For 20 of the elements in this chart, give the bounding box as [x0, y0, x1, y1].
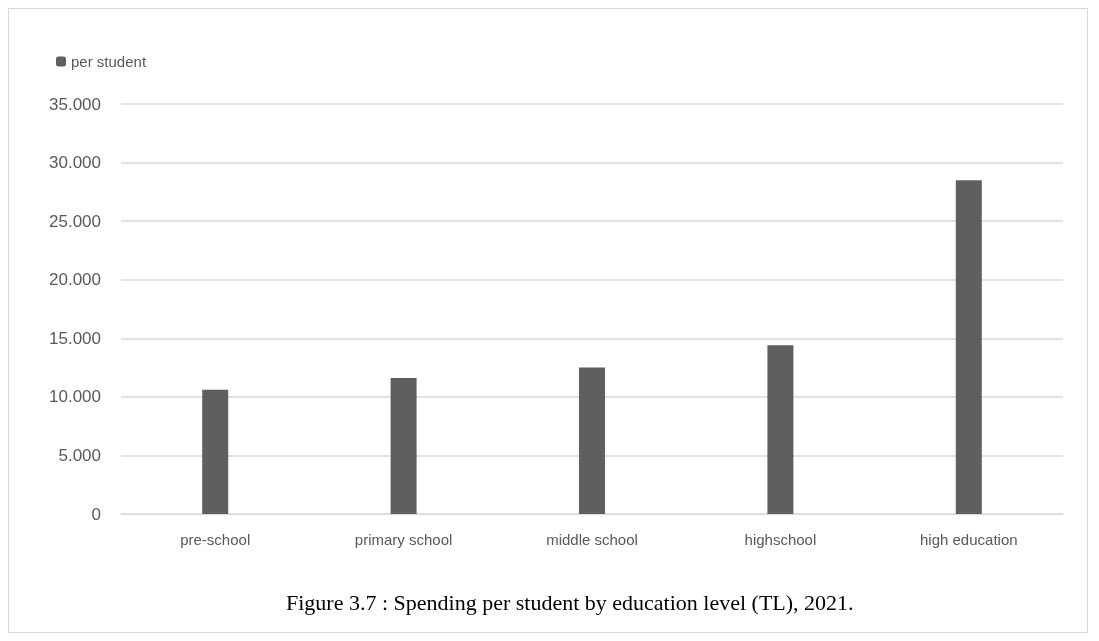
legend-label: per student	[71, 53, 147, 70]
x-tick-label: pre-school	[180, 531, 251, 548]
x-tick-label: middle school	[546, 531, 638, 548]
y-tick-label: 20.000	[49, 270, 101, 290]
x-tick-label: primary school	[354, 531, 453, 548]
y-tick-label: 15.000	[49, 328, 101, 348]
bar	[390, 378, 417, 514]
y-tick-label: 10.000	[49, 387, 101, 407]
bar	[955, 180, 982, 514]
text: Figure 3.7 : Spending per student by education level (TL), 2021.	[286, 589, 854, 615]
y-tick-label: 25.000	[49, 211, 101, 231]
y-tick-label: 30.000	[49, 153, 101, 173]
bar	[202, 389, 229, 514]
x-tick-label: highschool	[744, 531, 817, 548]
bar	[579, 367, 605, 514]
y-tick-label: 35.000	[49, 94, 101, 114]
y-tick-label: 0	[91, 504, 101, 524]
bar	[767, 345, 794, 514]
y-tick-label: 5.000	[58, 445, 101, 465]
x-tick-label: high education	[920, 531, 1018, 548]
